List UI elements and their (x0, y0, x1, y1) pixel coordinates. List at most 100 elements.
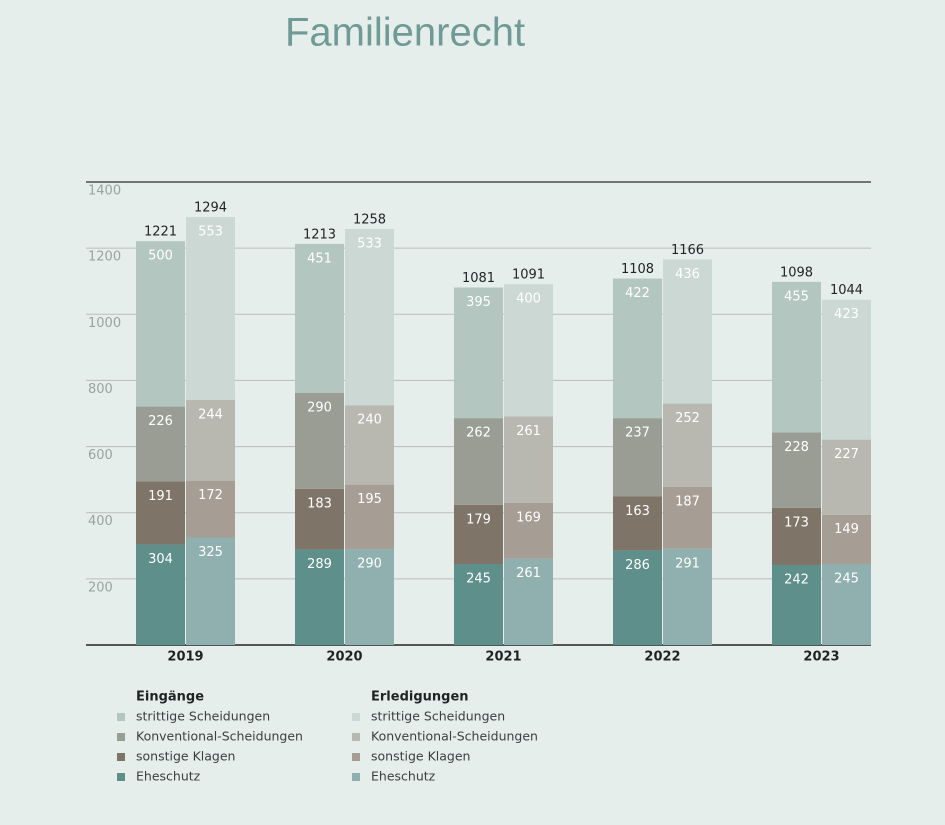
bar-segment (822, 563, 871, 645)
bar-segment (454, 418, 503, 505)
bar-segment (822, 299, 871, 440)
value-label: 163 (625, 504, 650, 519)
total-label: 1294 (194, 201, 227, 216)
bar-segment (772, 507, 821, 565)
value-label: 173 (784, 515, 809, 530)
bar-segment (345, 228, 394, 406)
total-label: 1108 (621, 262, 654, 277)
legend-label: Eheschutz (136, 769, 201, 784)
y-tick-label: 1200 (88, 250, 121, 265)
legend-label: sonstige Klagen (371, 749, 470, 764)
bar-segment (504, 502, 553, 559)
legend-swatch (117, 753, 125, 761)
value-label: 436 (675, 267, 700, 282)
legend-heading: Eingänge (136, 690, 204, 705)
bar-segment (772, 432, 821, 508)
value-label: 169 (516, 510, 541, 525)
value-label: 500 (148, 249, 173, 264)
bar-segment (136, 544, 185, 645)
value-label: 262 (466, 426, 491, 441)
bar-segment (663, 259, 712, 404)
value-label: 245 (834, 571, 859, 586)
legend-swatch (117, 733, 125, 741)
bar-segment (136, 241, 185, 407)
bar-segment (454, 287, 503, 419)
total-label: 1166 (671, 243, 704, 258)
legend-swatch (117, 713, 125, 721)
value-label: 245 (466, 571, 491, 586)
legend-label: strittige Scheidungen (136, 709, 270, 724)
y-tick-label: 400 (88, 514, 113, 529)
bar-segment (295, 488, 344, 550)
value-label: 451 (307, 251, 332, 266)
value-label: 261 (516, 566, 541, 581)
bar-segment (295, 549, 344, 645)
total-label: 1258 (353, 212, 386, 227)
bar-segment (186, 399, 235, 481)
legend-heading: Erledigungen (371, 690, 469, 705)
value-label: 242 (784, 572, 809, 587)
bar-segment (136, 406, 185, 482)
value-label: 228 (784, 440, 809, 455)
legend-swatch (352, 773, 360, 781)
value-label: 290 (357, 557, 382, 572)
y-tick-label: 800 (88, 382, 113, 397)
y-tick-label: 200 (88, 580, 113, 595)
value-label: 422 (625, 286, 650, 301)
value-label: 187 (675, 494, 700, 509)
bar-segment (454, 563, 503, 645)
bar-segment (136, 481, 185, 545)
value-label: 179 (466, 512, 491, 527)
value-label: 423 (834, 307, 859, 322)
y-tick-label: 1000 (88, 316, 121, 331)
legend-swatch (352, 733, 360, 741)
bar-segment (504, 284, 553, 417)
bar-segment (663, 486, 712, 549)
value-label: 261 (516, 424, 541, 439)
value-label: 395 (466, 295, 491, 310)
value-label: 533 (357, 236, 382, 251)
value-label: 290 (307, 400, 332, 415)
x-tick-label: 2021 (485, 650, 521, 665)
value-label: 149 (834, 522, 859, 537)
value-label: 195 (357, 492, 382, 507)
y-tick-label: 1400 (88, 184, 121, 199)
bar-segment (186, 480, 235, 538)
bar-segment (822, 514, 871, 564)
x-tick-label: 2022 (644, 650, 680, 665)
x-tick-label: 2019 (167, 650, 203, 665)
legend-swatch (117, 773, 125, 781)
value-label: 304 (148, 552, 173, 567)
y-tick-label: 600 (88, 448, 113, 463)
bar-segment (613, 496, 662, 551)
bar-segment (295, 392, 344, 489)
value-label: 237 (625, 426, 650, 441)
value-label: 553 (198, 225, 223, 240)
bar-segment (772, 564, 821, 645)
x-tick-label: 2020 (326, 650, 362, 665)
value-label: 183 (307, 496, 332, 511)
value-label: 191 (148, 489, 173, 504)
value-label: 286 (625, 558, 650, 573)
legend-label: Eheschutz (371, 769, 436, 784)
value-label: 172 (198, 488, 223, 503)
legend-swatch (352, 753, 360, 761)
bar-segment (772, 281, 821, 433)
bar-segment (295, 243, 344, 393)
bar-segment (822, 439, 871, 515)
bar-segment (345, 549, 394, 645)
legend-label: Konventional-Scheidungen (136, 729, 303, 744)
legend-label: sonstige Klagen (136, 749, 235, 764)
bar-segment (613, 278, 662, 419)
value-label: 244 (198, 407, 223, 422)
value-label: 400 (516, 292, 541, 307)
bar-segment (186, 217, 235, 400)
bar-segment (186, 537, 235, 645)
bar-segment (345, 405, 394, 485)
total-label: 1081 (462, 271, 495, 286)
total-label: 1044 (830, 283, 863, 298)
value-label: 252 (675, 411, 700, 426)
value-label: 226 (148, 414, 173, 429)
value-label: 289 (307, 557, 332, 572)
